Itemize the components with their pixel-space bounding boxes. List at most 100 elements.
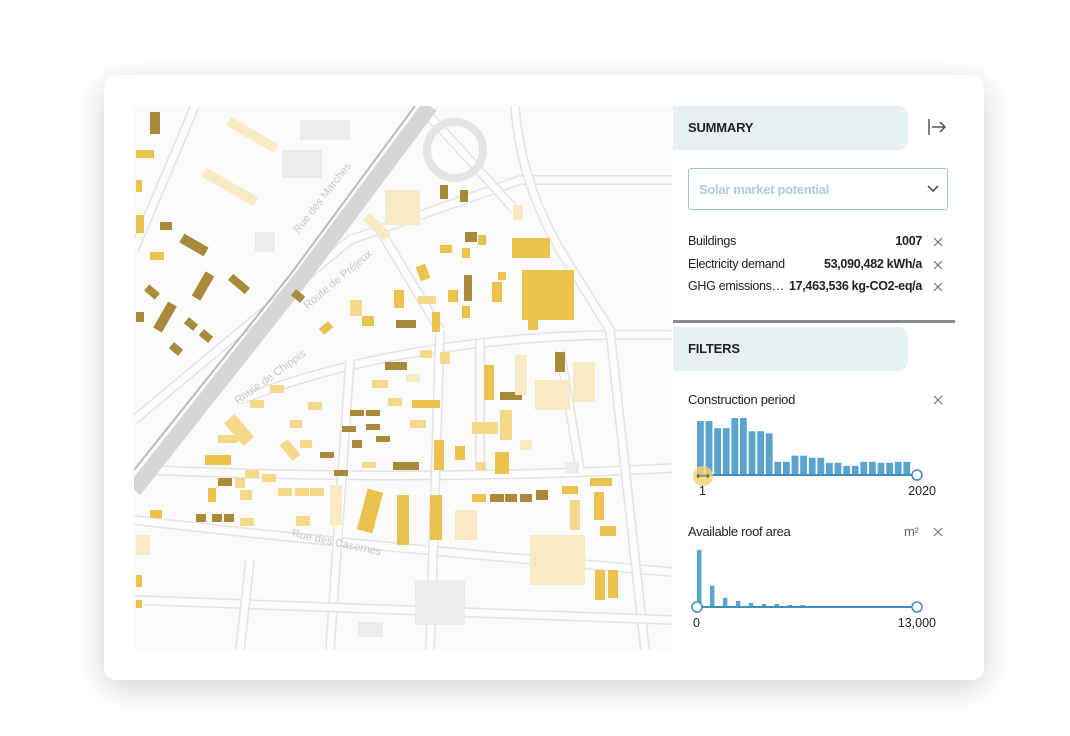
building [290,420,302,428]
building [300,440,312,448]
building [179,233,209,257]
range-min: 1 [699,484,706,498]
building [224,514,234,522]
building [278,488,292,496]
building [432,312,440,332]
building [512,238,550,258]
filters-tab[interactable]: FILTERS [673,327,908,371]
building [318,321,334,335]
close-stroke [933,237,943,247]
building [160,222,172,230]
building [478,235,486,245]
building [528,312,538,330]
building [362,316,374,326]
building [376,436,390,442]
building [415,580,465,625]
building [245,470,259,478]
building [372,380,388,388]
building [334,470,348,476]
railway [134,106,437,495]
map[interactable]: Rue des Marches Route de Préjeux Route d… [134,106,672,650]
building [296,516,310,526]
building [495,452,509,474]
buildings [136,112,618,637]
close-icon[interactable] [933,527,943,537]
dropdown-text: Solar market potential [699,182,829,197]
roundabout [423,118,487,182]
building [136,180,142,192]
road [149,464,672,480]
close-stroke [933,282,943,292]
close-icon[interactable] [933,395,943,405]
row-value: 53,090,482 kWh/a [823,256,922,271]
building [320,452,334,458]
building [595,570,605,600]
filter-label: Available roof area [688,524,791,539]
building [282,150,322,178]
chevron [927,185,939,193]
building [472,422,498,434]
row-label: GHG emissions… [688,279,784,293]
building [295,488,309,496]
building [290,289,306,303]
building [500,392,522,400]
building [590,478,612,486]
building [455,446,465,460]
building [208,488,216,502]
building [136,215,144,233]
building [492,282,502,302]
building [484,365,494,400]
building [464,275,472,301]
summary-row: Electricity demand 53,090,482 kWh/a [688,257,922,271]
road [134,176,672,423]
building [362,462,376,468]
building [412,400,440,408]
road [134,596,672,624]
building [522,270,574,320]
building [515,355,527,395]
building [565,462,579,474]
close-stroke [933,395,943,405]
building [362,212,392,242]
row-label: Electricity demand [688,256,785,271]
building [536,490,548,500]
building [462,248,470,258]
collapse-icon[interactable] [926,117,948,137]
road [134,106,199,252]
close-icon[interactable] [933,282,943,292]
building [136,312,144,322]
building [410,420,426,428]
building [201,167,259,207]
building [448,290,458,302]
building [535,380,570,410]
building [205,455,231,465]
building [385,362,407,370]
building [406,374,420,382]
building [168,342,184,356]
range-min: 0 [693,616,700,630]
building [415,263,431,282]
building [150,112,160,134]
close-icon[interactable] [933,260,943,270]
building [388,398,402,406]
building [136,600,142,608]
building [240,490,252,500]
summary-row: Buildings 1007 [688,234,922,248]
building [555,352,565,372]
building [250,400,264,408]
summary-tab[interactable]: SUMMARY [673,106,908,150]
building [530,535,585,585]
dropdown[interactable]: Solar market potential [688,168,948,210]
row-value: 1007 [895,234,922,248]
range-max: 13,000 [897,616,936,630]
road [511,106,649,650]
building [191,271,215,301]
close-icon[interactable] [933,237,943,247]
building [520,494,532,502]
filter-unit: m² [904,524,919,539]
building [183,317,199,331]
building [330,485,342,525]
building [136,150,154,158]
building [270,385,284,393]
building [342,426,356,432]
